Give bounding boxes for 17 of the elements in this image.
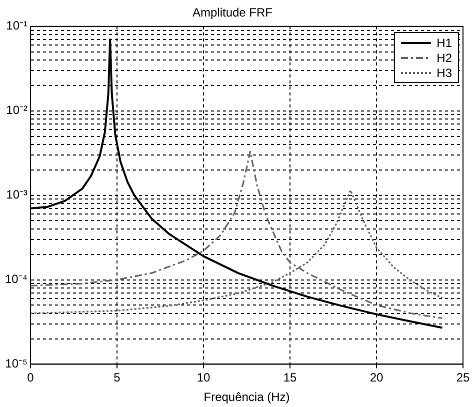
legend-label: H3 <box>436 66 452 80</box>
y-tick-label: 10⁻³ <box>6 188 28 202</box>
y-tick-label: 10⁻⁵ <box>5 356 28 371</box>
chart-title: Amplitude FRF <box>192 6 273 20</box>
x-tick-label: 5 <box>114 370 121 385</box>
line-series <box>30 150 444 320</box>
legend-label: H2 <box>436 50 452 65</box>
y-tick-label: 10⁻⁴ <box>4 272 28 286</box>
y-tick-label: 10⁻¹ <box>6 18 28 33</box>
x-tick-label: 15 <box>283 370 297 385</box>
legend-label: H1 <box>436 36 452 50</box>
x-tick-label: 25 <box>456 370 470 385</box>
x-tick-label: 10 <box>196 370 210 385</box>
x-axis-title: Frequência (Hz) <box>204 390 290 404</box>
y-tick-label: 10⁻² <box>6 103 28 118</box>
x-tick-label: 20 <box>370 370 384 385</box>
x-tick-label: 0 <box>27 370 34 385</box>
